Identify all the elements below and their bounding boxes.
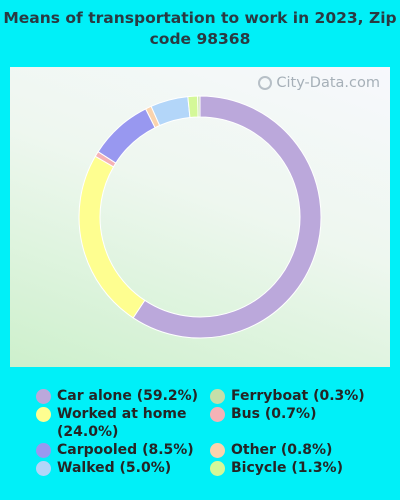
legend-item-right-0: Ferryboat (0.3%): [210, 387, 365, 405]
legend-item-left-3: Walked (5.0%): [36, 459, 171, 477]
donut-chart: [78, 95, 322, 339]
legend-item-left-2: Carpooled (8.5%): [36, 441, 194, 459]
legend-swatch: [36, 406, 51, 422]
plot-area: City-Data.com: [10, 67, 390, 367]
legend-swatch: [210, 406, 225, 422]
magnifier-icon: [258, 76, 273, 90]
legend-item-right-3: Bicycle (1.3%): [210, 459, 343, 477]
legend-swatch: [36, 388, 51, 404]
legend-swatch: [210, 442, 225, 458]
legend-label: Worked at home (24.0%): [57, 406, 187, 440]
legend-swatch: [36, 442, 51, 458]
legend-label: Ferryboat (0.3%): [231, 388, 365, 404]
legend-label: Bus (0.7%): [231, 406, 317, 422]
legend-label: Carpooled (8.5%): [57, 442, 194, 458]
donut-slice-3: [97, 108, 156, 164]
legend-label: Walked (5.0%): [57, 460, 172, 476]
legend-item-right-2: Other (0.8%): [210, 441, 332, 459]
legend-label: Other (0.8%): [231, 442, 333, 458]
legend-swatch: [210, 460, 225, 476]
legend-item-left-0: Car alone (59.2%): [36, 387, 198, 405]
donut-slice-7: [197, 95, 201, 118]
watermark: City-Data.com: [258, 75, 380, 91]
donut-slice-1: [78, 155, 146, 319]
watermark-text: City-Data.com: [276, 75, 380, 91]
chart-title: Means of transportation to work in 2023,…: [3, 9, 397, 48]
donut-slice-0: [132, 95, 322, 339]
legend-swatch: [210, 388, 225, 404]
donut-slice-6: [187, 95, 199, 119]
legend-swatch: [36, 460, 51, 476]
legend-label: Bicycle (1.3%): [231, 460, 343, 476]
legend-item-right-1: Bus (0.7%): [210, 405, 316, 423]
legend-item-left-1: Worked at home (24.0%): [36, 405, 197, 441]
legend-label: Car alone (59.2%): [57, 388, 199, 404]
